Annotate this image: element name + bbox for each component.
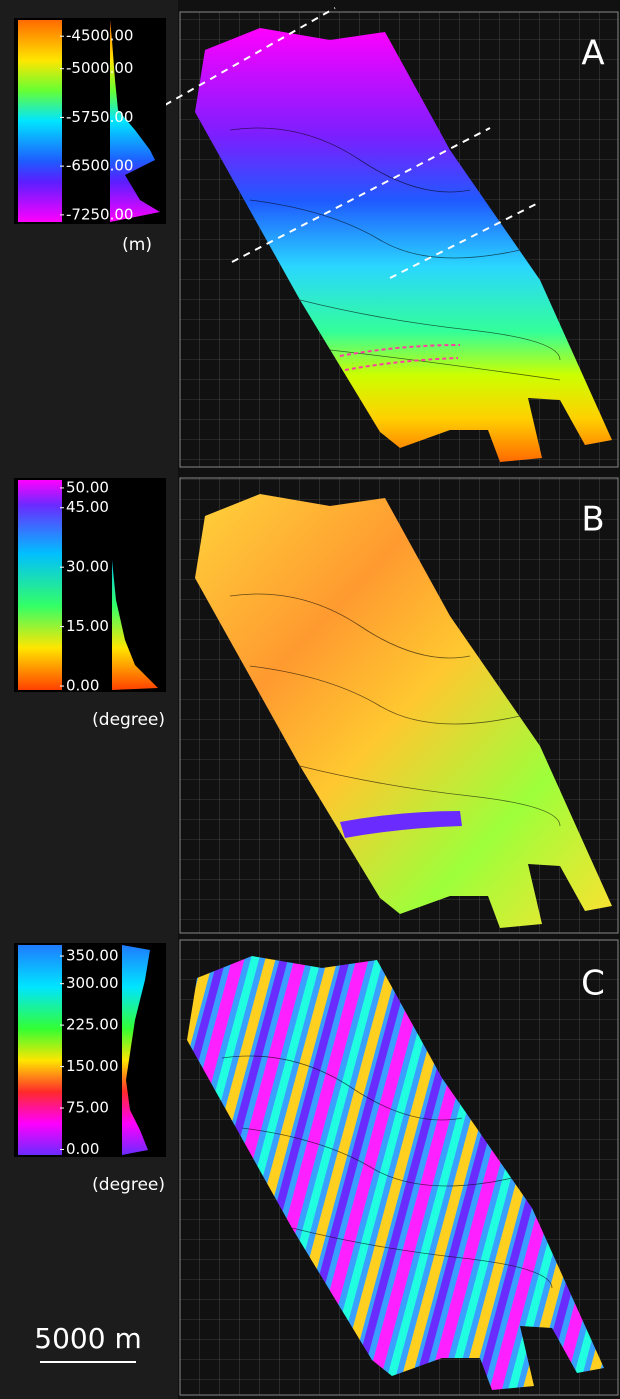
panel-label: C bbox=[581, 964, 605, 1004]
panel-label: B bbox=[581, 500, 604, 540]
colorbar-tick-label: -5000.00 bbox=[66, 59, 133, 77]
colorbar bbox=[18, 20, 62, 222]
unit-label: (degree) bbox=[92, 710, 165, 730]
panel-label: A bbox=[581, 34, 604, 74]
unit-label: (m) bbox=[122, 235, 152, 255]
colorbar-tick-label: 0.00 bbox=[66, 677, 99, 695]
colorbar-tick-label: 75.00 bbox=[66, 1099, 109, 1117]
colorbar bbox=[18, 945, 62, 1155]
colorbar-tick-label: 300.00 bbox=[66, 974, 119, 992]
colorbar-tick-label: 225.00 bbox=[66, 1016, 119, 1034]
colorbar-tick-label: 45.00 bbox=[66, 498, 109, 516]
unit-label: (degree) bbox=[92, 1175, 165, 1195]
colorbar-tick-label: -4500.00 bbox=[66, 27, 133, 45]
colorbar-tick-label: 150.00 bbox=[66, 1057, 119, 1075]
colorbar-tick-label: -5750.00 bbox=[66, 108, 133, 126]
colorbar-tick-label: 15.00 bbox=[66, 617, 109, 635]
colorbar-tick-label: -6500.00 bbox=[66, 157, 133, 175]
colorbar-tick-label: 50.00 bbox=[66, 478, 109, 496]
scale-bar-label: 5000 m bbox=[34, 1322, 141, 1355]
colorbar-tick-label: 30.00 bbox=[66, 558, 109, 576]
colorbar-tick-label: 0.00 bbox=[66, 1140, 99, 1158]
colorbar bbox=[18, 480, 62, 690]
figure: -4500.00 -5000.00 -5750.00 -6500.00 -7250.00… bbox=[0, 0, 620, 1399]
colorbar-tick-label: -7250.00 bbox=[66, 205, 133, 223]
colorbar-tick-label: 350.00 bbox=[66, 947, 119, 965]
